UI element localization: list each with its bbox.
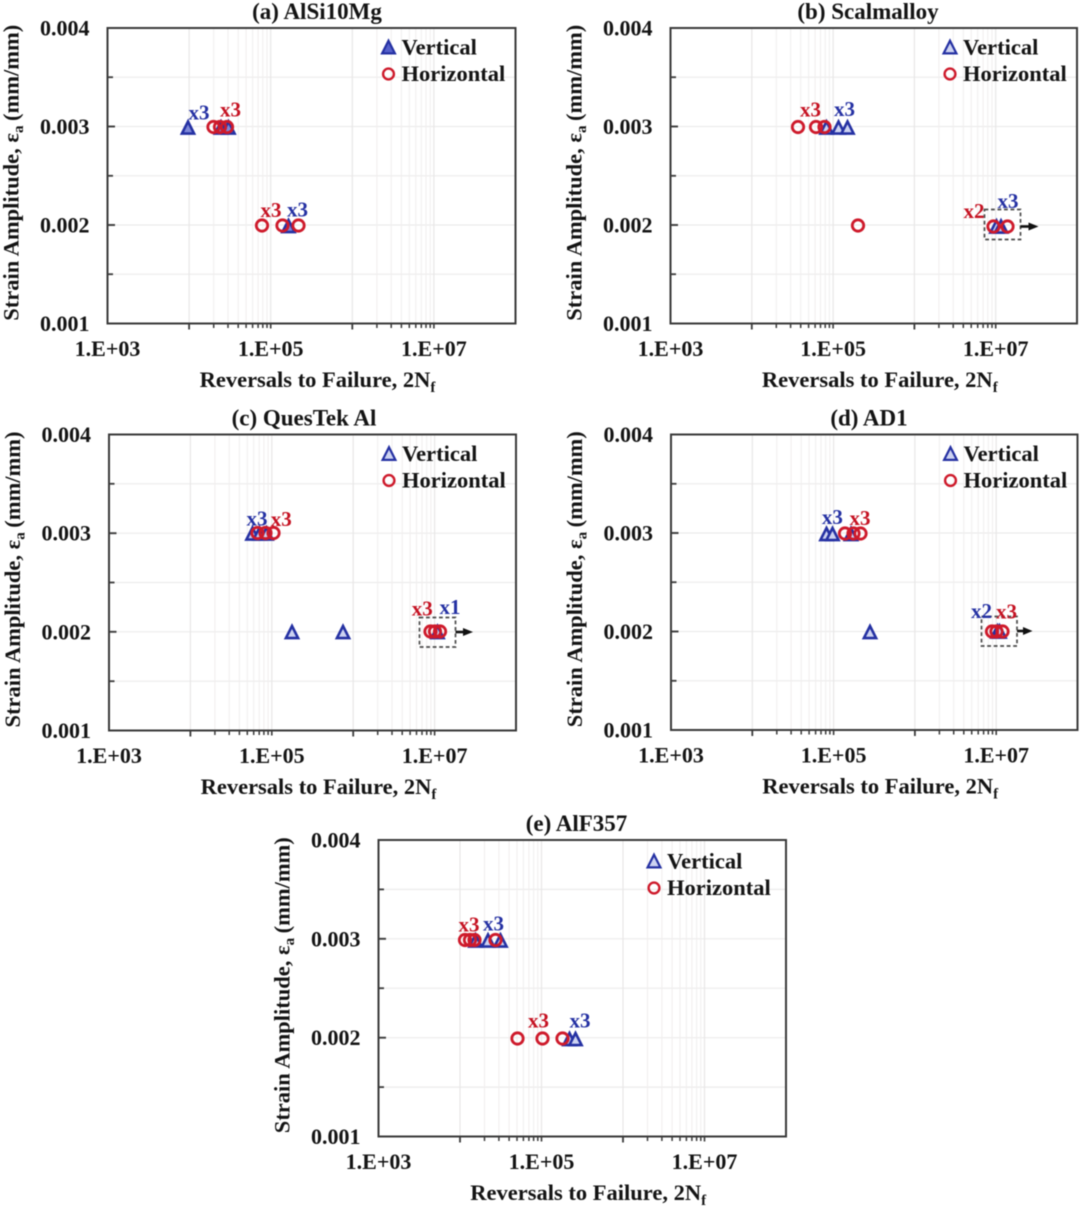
svg-text:Reversals to Failure, 2Nf: Reversals to Failure, 2Nf: [762, 367, 999, 396]
svg-text:1.E+07: 1.E+07: [963, 743, 1029, 768]
svg-text:1.E+05: 1.E+05: [239, 743, 305, 768]
svg-text:(a) AlSi10Mg: (a) AlSi10Mg: [252, 0, 382, 24]
svg-text:(c) QuesTek Al: (c) QuesTek Al: [232, 406, 377, 431]
svg-text:x3: x3: [822, 505, 843, 529]
svg-text:0.004: 0.004: [603, 16, 653, 41]
svg-text:1.E+05: 1.E+05: [509, 1149, 575, 1174]
svg-text:Horizontal: Horizontal: [964, 468, 1068, 493]
svg-text:0.001: 0.001: [40, 311, 90, 336]
svg-text:0.001: 0.001: [604, 718, 654, 743]
svg-text:x3: x3: [998, 189, 1019, 213]
svg-text:Horizontal: Horizontal: [402, 61, 506, 86]
svg-text:0.004: 0.004: [604, 422, 654, 447]
svg-text:0.003: 0.003: [42, 521, 92, 546]
svg-text:x3: x3: [570, 1008, 591, 1032]
svg-text:0.003: 0.003: [604, 521, 654, 546]
svg-text:0.003: 0.003: [40, 114, 90, 139]
svg-text:x2: x2: [964, 199, 985, 223]
svg-text:0.003: 0.003: [603, 114, 653, 139]
svg-text:0.002: 0.002: [40, 213, 90, 238]
svg-text:x3: x3: [189, 100, 210, 124]
svg-text:x3: x3: [287, 197, 308, 221]
svg-text:Vertical: Vertical: [963, 35, 1038, 60]
svg-text:x3: x3: [459, 912, 480, 936]
svg-text:0.001: 0.001: [603, 311, 653, 336]
svg-text:1.E+03: 1.E+03: [76, 743, 142, 768]
svg-text:1.E+07: 1.E+07: [963, 336, 1029, 361]
svg-text:Strain Amplitude, εa (mm/mm): Strain Amplitude, εa (mm/mm): [0, 432, 29, 728]
svg-text:Strain Amplitude, εa (mm/mm): Strain Amplitude, εa (mm/mm): [270, 837, 299, 1133]
svg-text:Horizontal: Horizontal: [667, 875, 771, 900]
svg-text:0.002: 0.002: [311, 1025, 361, 1050]
svg-text:1.E+05: 1.E+05: [238, 336, 304, 361]
svg-text:Horizontal: Horizontal: [963, 61, 1067, 86]
svg-text:Reversals to Failure, 2Nf: Reversals to Failure, 2Nf: [200, 367, 437, 396]
svg-text:x2: x2: [971, 599, 992, 623]
svg-text:Horizontal: Horizontal: [402, 468, 506, 493]
svg-text:Vertical: Vertical: [964, 441, 1039, 466]
svg-text:x3: x3: [271, 507, 292, 531]
svg-text:0.004: 0.004: [42, 422, 92, 447]
svg-text:1.E+07: 1.E+07: [672, 1149, 738, 1174]
svg-text:Reversals to Failure, 2Nf: Reversals to Failure, 2Nf: [762, 774, 999, 803]
svg-text:0.001: 0.001: [311, 1124, 361, 1149]
svg-text:Vertical: Vertical: [667, 849, 742, 874]
svg-text:1.E+03: 1.E+03: [75, 336, 141, 361]
svg-text:1.E+03: 1.E+03: [638, 336, 704, 361]
svg-text:1.E+03: 1.E+03: [638, 743, 704, 768]
svg-text:0.002: 0.002: [42, 619, 92, 644]
svg-text:x3: x3: [261, 198, 282, 222]
svg-text:(d) AD1: (d) AD1: [830, 406, 907, 431]
svg-text:x3: x3: [800, 97, 821, 121]
svg-text:0.002: 0.002: [604, 619, 654, 644]
svg-text:0.004: 0.004: [40, 16, 90, 41]
svg-text:Strain Amplitude, εa (mm/mm): Strain Amplitude, εa (mm/mm): [562, 431, 591, 727]
svg-text:x3: x3: [483, 911, 504, 935]
svg-text:1.E+03: 1.E+03: [346, 1149, 412, 1174]
svg-text:0.004: 0.004: [311, 828, 361, 853]
svg-text:1.E+05: 1.E+05: [801, 743, 867, 768]
svg-text:Strain Amplitude, εa (mm/mm): Strain Amplitude, εa (mm/mm): [562, 25, 591, 321]
svg-text:x3: x3: [220, 97, 241, 121]
svg-text:0.003: 0.003: [311, 926, 361, 951]
svg-text:1.E+07: 1.E+07: [402, 743, 468, 768]
svg-text:Vertical: Vertical: [402, 35, 477, 60]
svg-text:(b) Scalmalloy: (b) Scalmalloy: [797, 0, 939, 24]
svg-text:x3: x3: [528, 1008, 549, 1032]
svg-text:x3: x3: [412, 596, 433, 620]
svg-text:x3: x3: [850, 506, 871, 530]
svg-text:1.E+05: 1.E+05: [800, 336, 866, 361]
svg-text:x1: x1: [440, 595, 461, 619]
svg-text:x3: x3: [834, 97, 855, 121]
svg-text:Reversals to Failure, 2Nf: Reversals to Failure, 2Nf: [201, 774, 438, 803]
svg-text:x3: x3: [996, 599, 1017, 623]
svg-text:Strain Amplitude, εa (mm/mm): Strain Amplitude, εa (mm/mm): [0, 25, 27, 321]
svg-text:1.E+07: 1.E+07: [401, 336, 467, 361]
svg-text:0.001: 0.001: [42, 718, 92, 743]
svg-text:0.002: 0.002: [603, 213, 653, 238]
svg-text:x3: x3: [247, 506, 268, 530]
svg-text:(e) AlF357: (e) AlF357: [526, 811, 628, 836]
svg-text:Reversals to Failure, 2Nf: Reversals to Failure, 2Nf: [470, 1180, 707, 1209]
svg-text:Vertical: Vertical: [402, 441, 477, 466]
